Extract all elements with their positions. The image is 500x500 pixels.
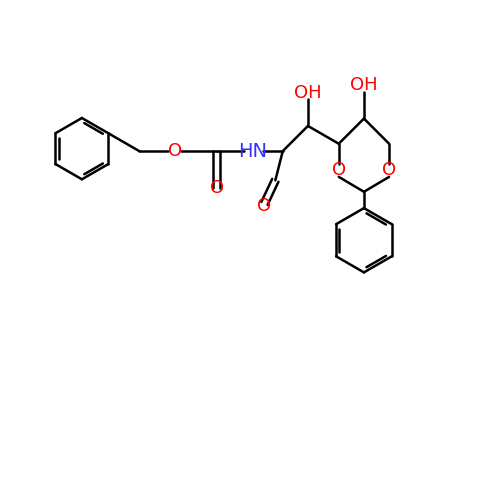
Text: O: O xyxy=(168,142,182,160)
Text: HN: HN xyxy=(238,142,267,161)
Text: O: O xyxy=(258,197,272,215)
Text: OH: OH xyxy=(294,84,322,102)
Text: O: O xyxy=(382,162,396,180)
Text: O: O xyxy=(332,162,346,180)
Text: O: O xyxy=(210,179,224,197)
Text: OH: OH xyxy=(350,76,378,94)
